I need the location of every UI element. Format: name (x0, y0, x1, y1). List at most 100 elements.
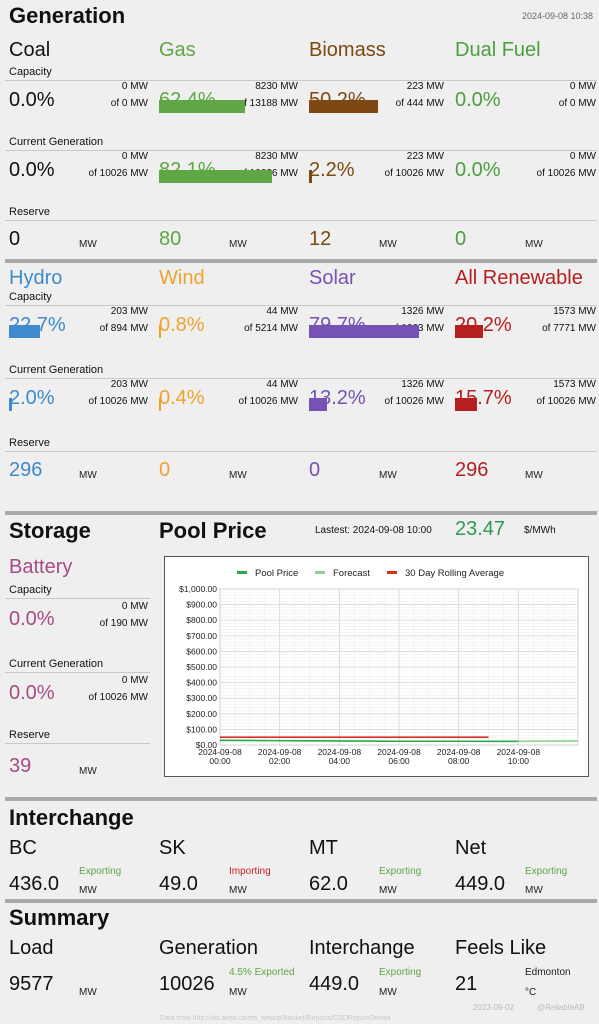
dual-fuel-capacity-of: of 0 MW (558, 98, 596, 109)
pool-price-unit: $/MWh (524, 525, 556, 536)
legend-label: 30 Day Rolling Average (405, 568, 504, 579)
x-tick-label: 08:00 (448, 756, 470, 766)
summary-feels-like-city: Edmonton (525, 967, 571, 978)
biomass-header: Biomass (309, 39, 386, 61)
all-renewable-current-mw: 1573 MW (553, 379, 596, 390)
all-renewable-capacity-mw-block: 1573 MW of 7771 MW (496, 303, 596, 337)
pool-price-chart[interactable]: $1,000.00 $900.00 $800.00 $700.00 $600.00 $50… (164, 556, 589, 777)
interchange-mt-unit: MW (379, 885, 397, 896)
biomass-current-of: of 10026 MW (384, 168, 444, 179)
dual-fuel-header: Dual Fuel (455, 39, 541, 61)
wind-capacity-mw: 44 MW (266, 306, 298, 317)
summary-generation-value: 10026 (159, 973, 215, 995)
pool-price-latest: Lastest: 2024-09-08 10:00 (315, 525, 432, 536)
wind-capacity-pct: 0.8% (159, 314, 205, 336)
divider (5, 305, 597, 306)
hydro-capacity-of: of 894 MW (99, 323, 148, 334)
hydro-current-mw: 203 MW (110, 379, 148, 390)
dual-fuel-current-mw-block: 0 MW of 10026 MW (496, 148, 596, 182)
solar-current-of: of 10026 MW (384, 396, 444, 407)
battery-current-mw-block: 0 MW of 10026 MW (60, 672, 148, 706)
hydro-current-bar (9, 398, 12, 411)
y-tick-label: $900.00 (186, 600, 217, 610)
dual-fuel-current-of: of 10026 MW (536, 168, 596, 179)
divider (5, 451, 597, 452)
y-tick-label: $400.00 (186, 678, 217, 688)
summary-generation-unit: MW (229, 987, 247, 998)
pool-price-title: Pool Price (159, 518, 267, 543)
all-renewable-current-of: of 10026 MW (536, 396, 596, 407)
battery-reserve-value: 39 (9, 755, 32, 777)
biomass-capacity-bar (309, 100, 378, 113)
hydro-capacity-mw-block: 203 MW of 894 MW (48, 303, 148, 337)
battery-capacity-pct: 0.0% (9, 608, 55, 630)
divider (5, 672, 150, 673)
y-tick-label: $500.00 (186, 662, 217, 672)
interchange-bc-label: BC (9, 837, 37, 859)
solar-current-bar (309, 398, 327, 411)
summary-interchange-status: Exporting (379, 967, 422, 978)
dual-fuel-capacity-mw-block: 0 MW of 0 MW (496, 78, 596, 112)
battery-capacity-mw-block: 0 MW of 190 MW (60, 598, 148, 632)
divider (5, 80, 597, 81)
battery-reserve-unit: MW (79, 766, 97, 777)
x-tick-label: 00:00 (209, 756, 231, 766)
battery-capacity-mw: 0 MW (121, 601, 148, 612)
coal-reserve-value: 0 (9, 228, 21, 250)
footer-source: Data from http://ets.aeso.ca/ets_web/ip/… (160, 1015, 391, 1022)
summary-load-value: 9577 (9, 973, 54, 995)
legend-label: Pool Price (255, 568, 298, 579)
dual-fuel-reserve-value: 0 (455, 228, 467, 250)
x-tick-label: 2024-09-08 (497, 747, 541, 757)
x-tick-label: 04:00 (329, 756, 351, 766)
gas-capacity-of: of 13188 MW (238, 98, 298, 109)
battery-current-pct: 0.0% (9, 682, 55, 704)
gas-capacity-bar (159, 100, 245, 113)
interchange-mt-label: MT (309, 837, 338, 859)
y-tick-label: $800.00 (186, 615, 217, 625)
divider (5, 899, 597, 903)
biomass-reserve-unit: MW (379, 239, 397, 250)
biomass-current-pct: 2.2% (309, 159, 355, 181)
solar-current-mw-block: 1326 MW of 10026 MW (344, 376, 444, 410)
gas-capacity-mw-block: 8230 MW of 13188 MW (198, 78, 298, 112)
hydro-capacity-mw: 203 MW (110, 306, 148, 317)
y-tick-label: $0.00 (196, 740, 218, 750)
solar-capacity-mw: 1326 MW (401, 306, 444, 317)
coal-current-mw-block: 0 MW of 10026 MW (48, 148, 148, 182)
summary-feels-like-label: Feels Like (455, 937, 547, 959)
battery-current-label: Current Generation (9, 658, 104, 670)
biomass-current-bar (309, 170, 312, 183)
x-tick-label: 2024-09-08 (437, 747, 481, 757)
summary-title: Summary (9, 905, 110, 930)
battery-reserve-label: Reserve (9, 729, 50, 741)
all-renewable-header: All Renewable (455, 267, 583, 289)
hydro-current-pct: 2.0% (9, 387, 55, 409)
wind-capacity-bar (159, 325, 161, 338)
x-tick-label: 02:00 (269, 756, 291, 766)
wind-current-mw-block: 44 MW of 10026 MW (198, 376, 298, 410)
all-renewable-capacity-of: of 7771 MW (542, 323, 596, 334)
x-tick-label: 2024-09-08 (318, 747, 362, 757)
solar-header: Solar (309, 267, 356, 289)
wind-current-bar (159, 398, 161, 411)
battery-current-of: of 10026 MW (88, 692, 148, 703)
divider (5, 220, 597, 221)
legend-swatch (387, 571, 397, 574)
hydro-capacity-bar (9, 325, 40, 338)
interchange-net-label: Net (455, 837, 487, 859)
summary-interchange-value: 449.0 (309, 973, 360, 995)
all-renewable-current-bar (455, 398, 477, 411)
biomass-capacity-mw-block: 223 MW of 444 MW (344, 78, 444, 112)
divider (5, 150, 597, 151)
biomass-capacity-mw: 223 MW (406, 81, 444, 92)
summary-interchange-label: Interchange (309, 937, 415, 959)
hydro-current-of: of 10026 MW (88, 396, 148, 407)
divider (5, 378, 597, 379)
all-renewable-current-mw-block: 1573 MW of 10026 MW (496, 376, 596, 410)
x-tick-label: 2024-09-08 (258, 747, 302, 757)
summary-feels-like-value: 21 (455, 973, 478, 995)
divider (5, 511, 597, 515)
battery-capacity-of: of 190 MW (99, 618, 148, 629)
footer-date: 2023-09-02 (473, 1003, 514, 1012)
